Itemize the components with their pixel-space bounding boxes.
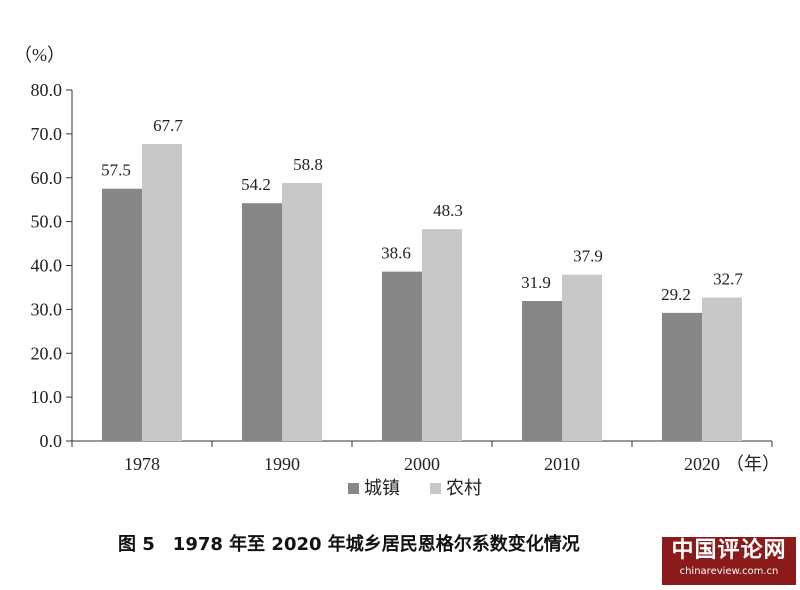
y-tick-label: 60.0 xyxy=(31,168,63,188)
y-tick-label: 30.0 xyxy=(31,299,63,319)
data-label: 31.9 xyxy=(521,273,551,292)
x-tick-label: 2010 xyxy=(544,454,580,474)
data-label: 67.7 xyxy=(153,116,183,135)
y-tick-label: 40.0 xyxy=(31,256,63,276)
bars xyxy=(102,143,742,441)
y-tick-label: 50.0 xyxy=(31,212,63,232)
bar-rural xyxy=(282,183,322,441)
legend-swatch xyxy=(430,483,441,494)
data-labels: 57.5 54.2 38.6 31.9 29.2 67.7 58.8 48.3 37.9 32.7 xyxy=(101,116,743,304)
x-axis: 1978 1990 2000 2010 2020 （年） xyxy=(71,440,780,474)
bar-urban xyxy=(382,271,422,441)
y-tick-label: 70.0 xyxy=(31,124,63,144)
watermark-title: 中国评论网 xyxy=(671,538,787,563)
legend-swatch xyxy=(348,483,359,494)
bar-urban xyxy=(242,203,282,441)
watermark-logo: 中国评论网 chinareview.com.cn xyxy=(662,537,796,585)
x-tick-label: 2000 xyxy=(404,454,440,474)
legend: 城镇 农村 xyxy=(348,478,482,499)
y-axis: 0.0 10.0 20.0 30.0 40.0 50.0 60.0 70.0 80.0 xyxy=(31,80,73,451)
y-axis-unit-label: （%） xyxy=(14,45,65,65)
data-label: 57.5 xyxy=(101,161,131,180)
y-tick-label: 0.0 xyxy=(40,431,63,451)
bar-urban xyxy=(662,312,702,441)
data-label: 54.2 xyxy=(241,175,271,194)
bar-urban xyxy=(522,301,562,441)
bar-rural xyxy=(142,143,182,441)
bar-rural xyxy=(702,297,742,441)
data-label: 29.2 xyxy=(661,285,691,304)
data-label: 58.8 xyxy=(293,155,323,174)
legend-label: 农村 xyxy=(446,478,482,499)
data-label: 32.7 xyxy=(713,270,743,289)
y-tick-label: 10.0 xyxy=(31,387,63,407)
figure-caption: 图 5 1978 年至 2020 年城乡居民恩格尔系数变化情况 xyxy=(118,534,580,555)
legend-label: 城镇 xyxy=(364,478,400,499)
data-label: 37.9 xyxy=(573,247,603,266)
y-tick-label: 80.0 xyxy=(31,80,63,100)
bar-rural xyxy=(562,274,602,441)
x-axis-unit-label: （年） xyxy=(726,454,780,474)
x-tick-label: 1990 xyxy=(264,454,300,474)
x-tick-label: 2020 xyxy=(684,454,720,474)
x-tick-label: 1978 xyxy=(124,454,160,474)
y-tick-label: 20.0 xyxy=(31,343,63,363)
watermark-url: chinareview.com.cn xyxy=(679,566,779,577)
data-label: 38.6 xyxy=(381,244,411,263)
bar-rural xyxy=(422,229,462,441)
data-label: 48.3 xyxy=(433,201,463,220)
bar-urban xyxy=(102,188,142,441)
